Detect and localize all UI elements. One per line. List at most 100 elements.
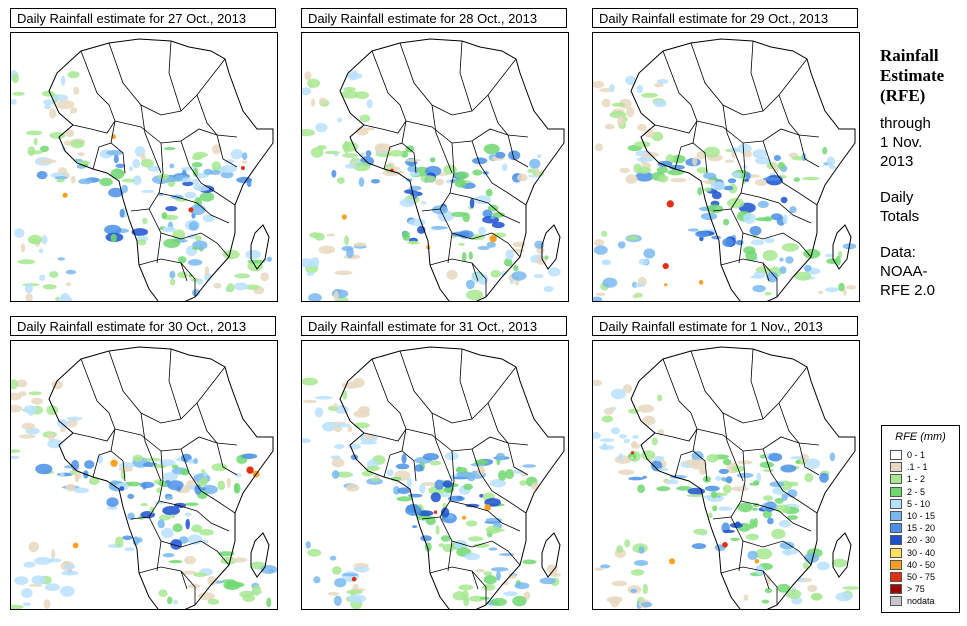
country-border — [399, 42, 517, 116]
rainfall-cell — [245, 284, 260, 290]
rainfall-cell — [543, 285, 554, 293]
rainfall-cell — [18, 434, 36, 439]
rainfall-cell — [60, 426, 66, 433]
rainfall-cell — [191, 289, 200, 297]
rainfall-cell — [122, 178, 136, 183]
rainfall-cell — [495, 452, 506, 461]
rainfall-cell — [207, 576, 217, 586]
rainfall-cell — [386, 166, 401, 171]
rainfall-cell — [168, 560, 183, 564]
rainfall-cell — [842, 288, 847, 296]
rainfall-cell — [219, 165, 237, 174]
heavy-rain-cell — [110, 459, 118, 467]
legend-swatch — [890, 584, 902, 595]
rainfall-cell — [223, 580, 241, 590]
rainfall-cell — [546, 564, 558, 574]
rainfall-cell — [722, 237, 734, 247]
rainfall-cell — [173, 599, 178, 605]
rainfall-cell — [251, 585, 262, 596]
country-border — [762, 570, 770, 590]
country-border — [431, 412, 453, 482]
rainfall-cell — [474, 195, 492, 205]
heavy-rain-cell — [489, 235, 497, 243]
coastline — [630, 346, 856, 609]
rainfall-cell — [785, 481, 799, 487]
rainfall-cell — [780, 464, 797, 473]
rainfall-cell — [169, 163, 175, 169]
rainfall-cell — [617, 115, 625, 127]
rainfall-cell — [260, 272, 269, 282]
rainfall-cell — [752, 149, 768, 159]
rainfall-cell — [824, 253, 834, 258]
rainfall-cell — [430, 492, 441, 503]
rainfall-cell — [697, 187, 703, 196]
rainfall-cell — [743, 165, 747, 169]
rainfall-cell — [465, 503, 480, 508]
country-border — [762, 140, 818, 206]
rainfall-cell — [194, 185, 210, 192]
rainfall-cell — [353, 162, 371, 172]
legend-swatch — [890, 572, 902, 582]
rainfall-cell — [346, 589, 363, 595]
rainfall-cell — [306, 271, 314, 276]
rainfall-cell — [402, 231, 411, 241]
rainfall-cell — [124, 481, 141, 487]
rainfall-cell — [194, 484, 202, 495]
rainfall-cell — [604, 123, 615, 130]
map-panel-27-oct: Daily Rainfall estimate for 27 Oct., 201… — [10, 8, 278, 304]
rainfall-cell — [712, 505, 718, 512]
rainfall-cell — [512, 469, 524, 474]
madagascar-outline — [250, 532, 270, 578]
legend-label: 10 - 15 — [907, 511, 936, 521]
rainfall-cell — [21, 422, 35, 430]
rainfall-cell — [669, 475, 687, 479]
rainfall-cell — [642, 475, 647, 479]
rainfall-cell — [618, 469, 635, 476]
rainfall-cell — [696, 167, 709, 174]
country-border — [654, 428, 698, 442]
country-border — [180, 140, 236, 206]
country-border — [507, 442, 529, 476]
rainfall-cell — [164, 495, 174, 500]
legend-item: 1 - 2 — [890, 474, 925, 485]
rainfall-cell — [491, 221, 505, 229]
rainfall-cell — [641, 450, 656, 461]
rainfall-cell — [458, 584, 474, 591]
rainfall-cell — [115, 536, 124, 548]
rainfall-cell — [222, 249, 240, 260]
rainfall-cell — [188, 221, 199, 231]
country-border — [798, 442, 820, 476]
country-border — [363, 428, 407, 442]
country-border — [92, 142, 126, 174]
rainfall-cell — [508, 150, 521, 161]
rainfall-cell — [70, 107, 78, 114]
legend-label: nodata — [907, 596, 935, 607]
rainfall-cell — [611, 580, 628, 587]
rainfall-cell — [616, 545, 623, 553]
rainfall-cell — [625, 174, 638, 184]
rainfall-cell — [755, 548, 773, 560]
rainfall-cell — [522, 559, 537, 565]
rainfall-cell — [421, 481, 439, 486]
rainfall-cell — [132, 158, 140, 169]
rainfall-cell — [56, 100, 75, 110]
rainfall-cell — [225, 159, 235, 164]
rainfall-cell — [302, 438, 312, 443]
legend-swatch — [890, 511, 902, 521]
rainfall-cell — [22, 602, 31, 607]
country-border — [371, 50, 407, 144]
rainfall-cell — [745, 250, 757, 261]
rainfall-cell — [593, 296, 603, 301]
rainfall-cell — [638, 258, 649, 265]
rainfall-cell — [750, 239, 765, 246]
rainfall-cell — [752, 507, 758, 511]
rainfall-cell — [653, 455, 665, 462]
country-border — [449, 192, 521, 224]
country-border — [196, 402, 218, 444]
side-caption: Rainfall Estimate (RFE) through 1 Nov. 2… — [880, 46, 966, 300]
country-border — [762, 262, 770, 282]
rainfall-cell — [687, 228, 699, 232]
country-border — [447, 232, 453, 264]
rainfall-cell — [318, 245, 335, 254]
rainfall-cell — [710, 491, 718, 499]
